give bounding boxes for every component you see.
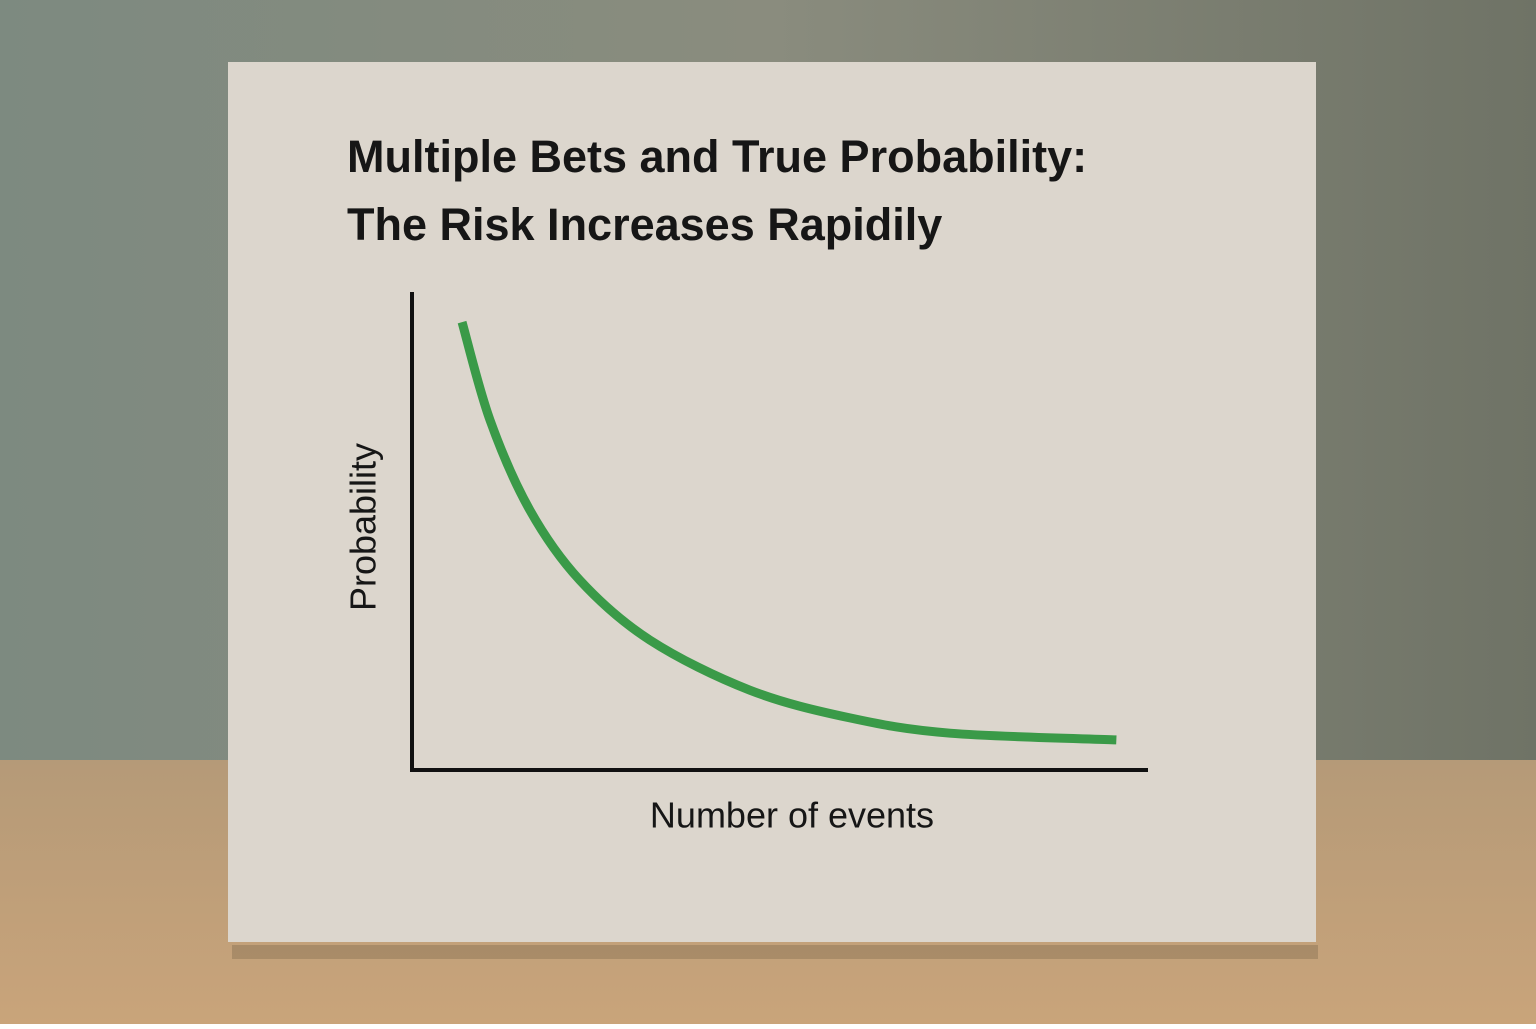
x-axis-label: Number of events [650,795,934,836]
card [228,62,1316,942]
y-axis-label: Probability [343,443,384,611]
chart-title: The Risk Increases Rapidily [347,199,942,250]
data-line [457,320,1117,745]
chart-title: Multiple Bets and True Probability: [347,131,1087,182]
card-shadow [232,945,1318,959]
